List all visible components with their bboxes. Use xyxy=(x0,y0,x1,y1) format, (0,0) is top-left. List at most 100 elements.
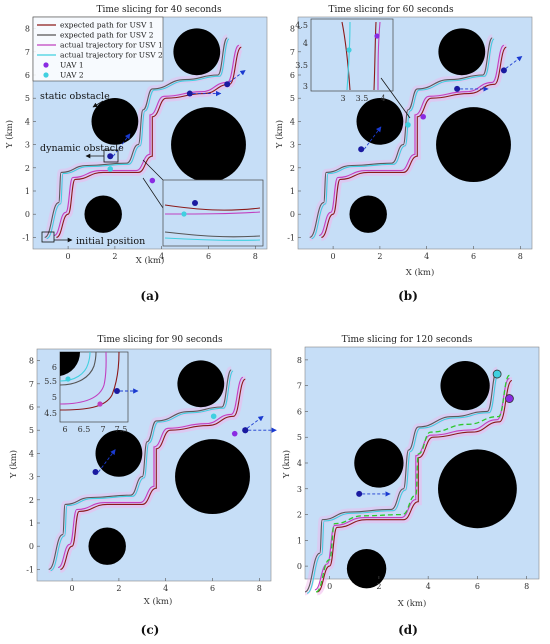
x-tick-label: 2 xyxy=(112,252,117,261)
actual-trajectory-usv2 xyxy=(50,370,234,572)
panel-c-markers xyxy=(92,413,277,475)
actual-trajectory-usv1 xyxy=(314,377,510,591)
y-tick-label: 3 xyxy=(29,473,34,482)
y-tick-label: 4 xyxy=(25,117,30,126)
static-obstacle xyxy=(84,195,122,233)
dynamic-obstacle xyxy=(186,90,193,97)
uav1-marker xyxy=(420,113,426,120)
x-tick-label: 8 xyxy=(257,584,262,593)
panel-d: Time slicing for 120 seconds 0 2 4 6 8 0 1 2 3 4 5… xyxy=(281,335,540,637)
y-tick-label: 7 xyxy=(290,48,295,57)
zoom-inset-b-expected-usv2 xyxy=(373,21,377,91)
y-tick-label: 1 xyxy=(25,187,30,196)
y-tick-label: -1 xyxy=(287,233,295,242)
y-tick-label: 6 xyxy=(290,71,295,80)
zoom-inset-c-uav2 xyxy=(65,376,71,382)
panel-c-ylabel: Y (km) xyxy=(8,450,19,479)
uav1-marker xyxy=(231,430,238,437)
y-tick-label: 6 xyxy=(297,407,302,416)
zoom-inset-b-frame xyxy=(310,18,394,92)
expected-path-usv2 xyxy=(48,369,232,570)
inset-b-ytick-1: 4 xyxy=(303,39,308,48)
y-tick-label: 5 xyxy=(29,426,34,435)
y-tick-label: 5 xyxy=(25,94,30,103)
panel-b-xlabel: X (km) xyxy=(406,267,435,278)
panel-a-markers xyxy=(107,69,246,184)
panel-b: Time slicing for 60 seconds 0 2 4 6 8-101234… xyxy=(274,5,533,303)
zoom-inset-c-dynamic-obstacle xyxy=(114,388,120,394)
rescue-path xyxy=(315,374,511,593)
x-tick-label: 4 xyxy=(424,252,429,261)
y-tick-label: 4 xyxy=(297,459,302,468)
zoom-connector-a-2 xyxy=(142,177,164,209)
panel-b-ylabel: Y (km) xyxy=(274,120,285,149)
rescue-target-arrow xyxy=(246,415,264,429)
y-tick-label: 4 xyxy=(29,449,34,458)
y-tick-label: 0 xyxy=(25,210,30,219)
y-tick-label: 2 xyxy=(297,511,302,520)
zoom-connector-a-1 xyxy=(142,159,164,181)
panel-a-obstacles xyxy=(84,28,246,233)
x-tick-label: 6 xyxy=(471,252,476,261)
panel-c-title: Time slicing for 90 seconds xyxy=(97,335,223,345)
y-tick-label: 3 xyxy=(297,485,302,494)
expected-path-usv1 xyxy=(56,46,242,238)
panel-c: Time slicing for 90 seconds 0 2 4 6 8 -1 0 1 2 3 4… xyxy=(8,335,277,637)
x-tick-label: 4 xyxy=(159,252,164,261)
x-tick-label: 0 xyxy=(331,252,336,261)
zoom-inset-c: 6 5.5 5 4.5 6 6.5 7 7.5 xyxy=(44,351,139,434)
panel-d-curves xyxy=(303,366,516,596)
expected-path-usv2 xyxy=(309,37,493,238)
zoom-inset-a-dynamic-obstacle xyxy=(192,200,198,206)
zoom-inset-c-uav1 xyxy=(97,401,103,407)
inset-c-ytick-3: 4.5 xyxy=(44,409,57,418)
static-obstacle xyxy=(349,195,387,233)
zoom-inset-a-uav xyxy=(181,211,187,217)
y-tick-label: 7 xyxy=(29,380,34,389)
uav2-marker xyxy=(405,122,411,128)
annotation-initial-position: initial position xyxy=(76,236,145,247)
actual-trajectory-usv2 xyxy=(46,38,230,240)
zoom-inset-a-expected-usv1 xyxy=(164,204,261,211)
y-tick-label: 8 xyxy=(290,25,295,34)
legend-swatch-uav1 xyxy=(43,62,49,68)
panel-d-title: Time slicing for 120 seconds xyxy=(342,335,473,345)
legend-swatch-uav2 xyxy=(43,72,49,78)
uav2-marker xyxy=(210,413,217,420)
static-obstacle xyxy=(346,548,387,589)
x-tick-label: 4 xyxy=(163,584,168,593)
y-tick-label: 3 xyxy=(290,141,295,150)
y-tick-label: 0 xyxy=(29,542,34,551)
y-tick-label: 8 xyxy=(25,25,30,34)
panel-b-curves xyxy=(307,34,510,241)
x-tick-label: 8 xyxy=(524,582,529,591)
legend-label-uav1: UAV 1 xyxy=(60,61,84,70)
annotation-dynamic-obstacle: dynamic obstacle xyxy=(40,143,124,154)
inset-c-ytick-1: 5.5 xyxy=(44,377,57,386)
x-tick-label: 6 xyxy=(210,584,215,593)
inset-c-xtick-2: 7 xyxy=(100,425,105,434)
inset-c-ytick-0: 6 xyxy=(52,363,57,372)
x-tick-label: 2 xyxy=(377,252,382,261)
static-obstacle xyxy=(91,98,139,145)
panel-d-xlabel: X (km) xyxy=(398,598,427,609)
x-tick-label: 6 xyxy=(206,252,211,261)
legend-label-actual-usv2: actual trajectory for USV 2 xyxy=(60,51,163,60)
actual-trajectory-usv1 xyxy=(57,376,244,569)
legend-label-expected-usv2: expected path for USV 2 xyxy=(60,31,154,40)
zoom-inset-b-actual-usv2 xyxy=(346,21,351,91)
y-tick-label: 2 xyxy=(290,164,295,173)
inset-c-xtick-0: 6 xyxy=(62,425,67,434)
initial-position-box xyxy=(41,231,55,243)
rescue-target-arrow xyxy=(228,69,246,83)
panel-a-ticks: 0 2 4 6 8 -1 0 1 2 3 4 5 6 7 8 xyxy=(22,25,258,261)
zoom-inset-b-expected-usv1 xyxy=(341,21,351,91)
inset-b-xtick-2: 4 xyxy=(380,94,385,103)
actual-trajectory-usv2 xyxy=(306,370,500,594)
rescue-target xyxy=(224,81,231,88)
y-tick-label: -1 xyxy=(22,233,30,242)
panel-a-curves xyxy=(42,34,245,241)
actual-trajectory-usv1 xyxy=(318,44,505,237)
y-tick-label: 7 xyxy=(25,48,30,57)
uav1-marker xyxy=(149,177,156,184)
